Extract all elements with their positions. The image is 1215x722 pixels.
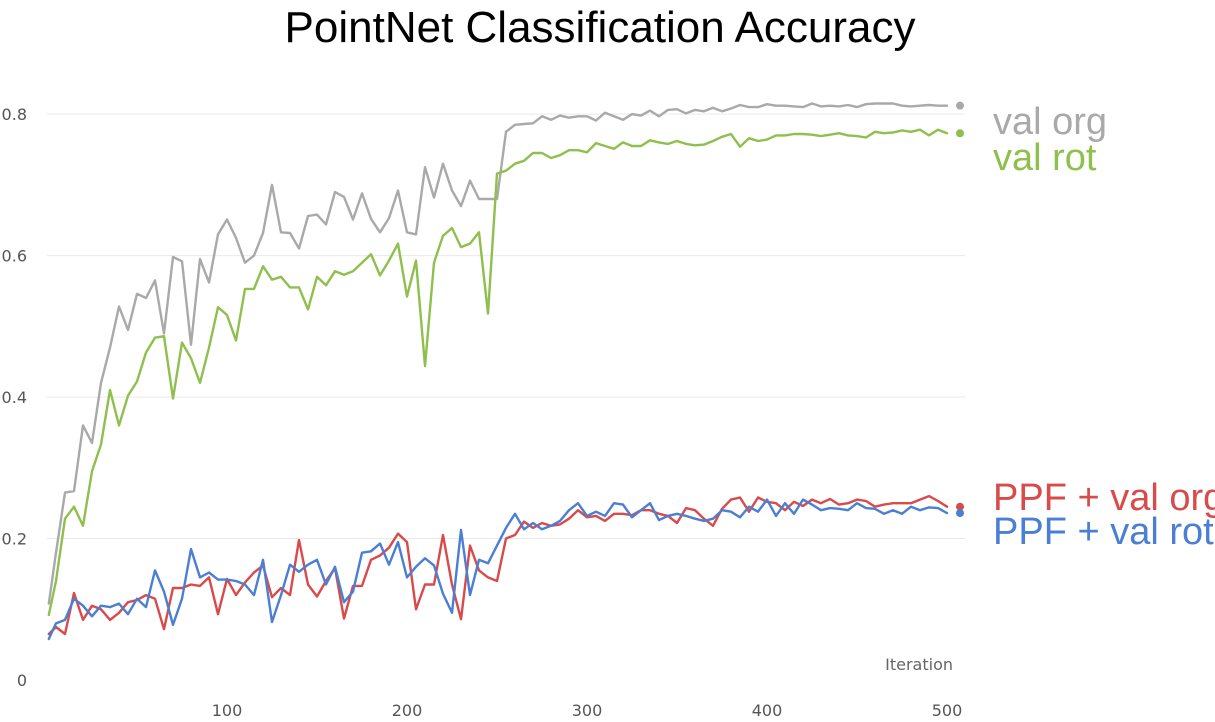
- legend-label: val org: [993, 101, 1107, 143]
- y-tick-label: 0: [17, 671, 27, 690]
- x-tick-label: 300: [572, 701, 603, 720]
- series-end-marker: [956, 509, 964, 518]
- gridlines: [47, 113, 965, 540]
- legend-label: PPF + val org: [993, 477, 1215, 519]
- legend-label: val rot: [993, 137, 1097, 179]
- series-line: [47, 128, 949, 617]
- y-tick-label: 0.4: [2, 388, 27, 407]
- x-tick-label: 500: [932, 701, 963, 720]
- x-axis-label: Iteration: [885, 655, 953, 674]
- y-axis-ticks: 0 0.2 0.4 0.6 0.8: [2, 105, 27, 690]
- y-tick-label: 0.2: [2, 530, 27, 549]
- series-end-marker: [956, 101, 964, 110]
- x-tick-label: 400: [752, 701, 783, 720]
- y-tick-label: 0.6: [2, 247, 27, 266]
- legend-label: PPF + val rot: [993, 511, 1214, 553]
- x-axis-ticks: 100 200 300 400 500: [212, 701, 963, 720]
- chart-title: PointNet Classification Accuracy: [285, 3, 916, 52]
- series-line: [47, 102, 949, 605]
- x-tick-label: 200: [392, 701, 423, 720]
- series-line: [47, 498, 949, 641]
- series-end-marker: [956, 129, 964, 138]
- x-tick-label: 100: [212, 701, 243, 720]
- series-end-marker: [956, 502, 964, 511]
- series-lines: [47, 101, 964, 641]
- series-line: [47, 494, 949, 636]
- y-tick-label: 0.8: [2, 105, 27, 124]
